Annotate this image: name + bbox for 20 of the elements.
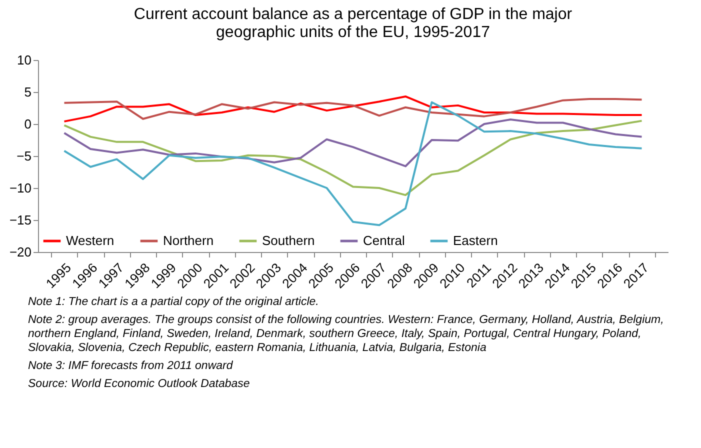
line-series — [63, 101, 643, 226]
line-series — [63, 120, 643, 196]
y-tick-label: −20 — [9, 244, 32, 260]
legend-label: Eastern — [453, 233, 498, 248]
legend-label: Central — [363, 233, 406, 248]
legend-label: Southern — [262, 233, 315, 248]
y-tick-label: 5 — [24, 84, 32, 100]
y-tick-label: −5 — [16, 148, 32, 164]
y-tick-label: −15 — [9, 212, 32, 228]
text: Note 3: IMF forecasts from 2011 onward — [28, 359, 234, 373]
legend-label: Northern — [163, 233, 214, 248]
text: Note 1: The chart is a a partial copy of the original article. — [28, 295, 320, 309]
chart-title: Current account balance as a percentage of GDP in the major geographic units of the EU, 1995-2017 — [134, 6, 573, 41]
text: Note 2: group averages. The groups consist of the following countries. Western: France, Germany, Holland, Austria, Belgium, northern England, Finland, Sweden, Ireland, Denmark, southern Greece, Italy, Spain, Portugal, Central Hungary, Poland, Slovakia, Slovenia, Czech Republic, eastern Romania, Lithuania, Latvia, Bulgaria, Estonia — [28, 313, 665, 355]
legend-label: Western — [66, 233, 114, 248]
y-tick-label: 10 — [17, 52, 32, 68]
y-tick-label: 0 — [24, 116, 32, 132]
line-series — [63, 118, 643, 168]
y-tick-label: −10 — [9, 180, 32, 196]
source-note: Source: World Economic Outlook Database — [28, 377, 251, 391]
